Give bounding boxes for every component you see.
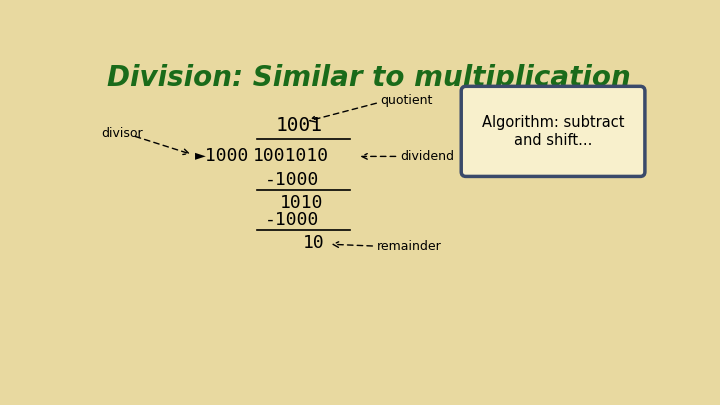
Text: dividend: dividend — [400, 150, 454, 163]
Text: 10: 10 — [303, 234, 325, 252]
Text: divisor: divisor — [102, 127, 143, 140]
Text: 1001: 1001 — [276, 116, 323, 135]
Text: Algorithm: subtract
and shift...: Algorithm: subtract and shift... — [482, 115, 624, 147]
Text: -1000: -1000 — [264, 211, 319, 229]
Text: 1010: 1010 — [280, 194, 323, 211]
Text: ►1000: ►1000 — [194, 147, 249, 165]
FancyBboxPatch shape — [462, 86, 645, 177]
Text: 1001010: 1001010 — [253, 147, 329, 165]
Text: -1000: -1000 — [264, 171, 319, 188]
Text: quotient: quotient — [381, 94, 433, 107]
Text: remainder: remainder — [377, 240, 441, 253]
Text: Division: Similar to multiplication: Division: Similar to multiplication — [107, 64, 631, 92]
